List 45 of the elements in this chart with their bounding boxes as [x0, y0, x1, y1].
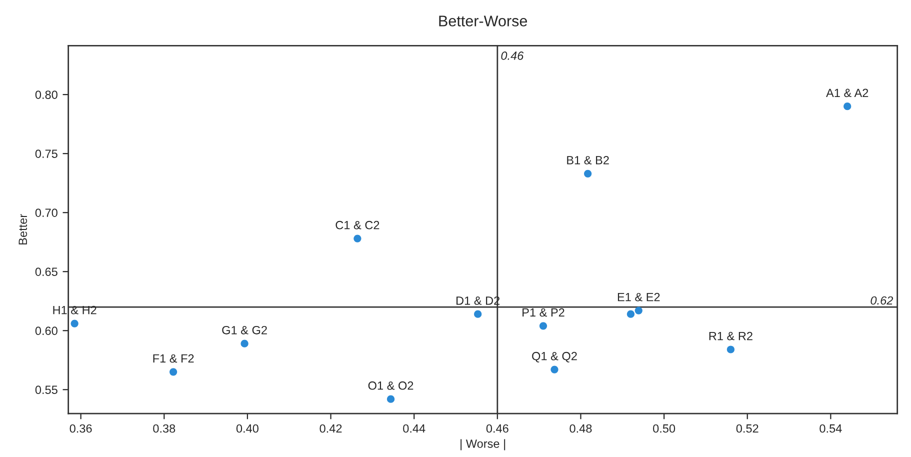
annotation: A1 & A2: [826, 88, 868, 98]
point: [70, 320, 78, 328]
point: [474, 310, 482, 318]
annotation: B1 & B2: [567, 156, 609, 164]
x-axis-title: | Worse |: [460, 439, 506, 450]
annotation: H1 & H2: [53, 306, 96, 314]
point: [386, 395, 395, 403]
x-tick-label: 0.36: [70, 424, 92, 433]
ref-line-label: 0.46: [501, 52, 524, 60]
point: [354, 234, 362, 242]
x-tick-label: 0.46: [486, 424, 508, 433]
x-tick-label: 0.52: [736, 424, 758, 433]
y-tick-label: 0.55: [35, 386, 58, 394]
y-tick-label: 0.75: [35, 150, 58, 158]
x-tick-label: 0.40: [236, 424, 258, 433]
y-tick-label: 0.80: [35, 90, 58, 99]
y-tick-label: 0.60: [35, 326, 58, 336]
point: [539, 322, 548, 330]
point: [634, 306, 642, 314]
point: [584, 170, 592, 178]
annotation: C1 & C2: [336, 220, 380, 230]
y-tick-label: 0.65: [35, 268, 58, 276]
point: [626, 310, 635, 318]
x-tick-label: 0.54: [820, 424, 842, 433]
point: [726, 346, 735, 354]
annotation: O1 & O2: [368, 381, 414, 390]
x-tick-label: 0.50: [653, 424, 676, 433]
annotation: F1 & F2: [153, 354, 194, 363]
ref-line-label: 0.62: [870, 296, 894, 305]
x-tick-label: 0.48: [570, 424, 592, 433]
y-tick-label: 0.70: [35, 208, 58, 217]
x-tick-label: 0.42: [320, 424, 342, 433]
annotation: Q1 & Q2: [532, 352, 577, 362]
y-axis-title: Better: [18, 214, 28, 244]
annotation: E1 & E2: [618, 292, 660, 302]
annotation: G1 & G2: [222, 326, 267, 334]
x-tick-label: 0.38: [153, 424, 176, 433]
point: [170, 368, 178, 376]
x-tick-label: 0.44: [403, 424, 426, 433]
point: [844, 102, 852, 110]
chart-title: Better-Worse: [439, 16, 528, 26]
annotation: R1 & R2: [709, 332, 752, 340]
point: [240, 340, 248, 348]
annotation: P1 & P2: [522, 308, 564, 317]
point: [550, 366, 558, 374]
